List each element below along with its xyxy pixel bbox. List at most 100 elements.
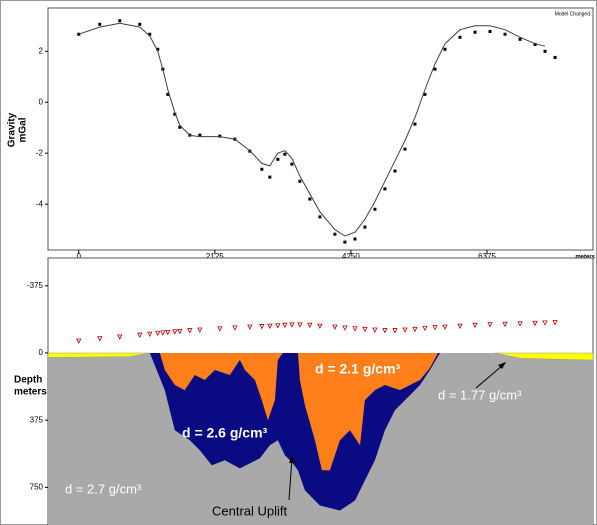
station bbox=[457, 323, 463, 329]
observed-point bbox=[98, 22, 102, 26]
y-unit: meters bbox=[14, 387, 47, 398]
x-tick-label: 4250 bbox=[342, 252, 360, 261]
station bbox=[289, 322, 295, 328]
y-tick-label: 375 bbox=[30, 415, 44, 424]
y-tick-label: 2 bbox=[39, 46, 44, 55]
station bbox=[259, 324, 265, 330]
observed-point bbox=[156, 47, 160, 51]
density-arrow bbox=[475, 364, 504, 389]
observed-point bbox=[148, 32, 152, 36]
y-unit: mGal bbox=[18, 117, 29, 142]
observed-point bbox=[276, 157, 280, 161]
station bbox=[552, 320, 558, 326]
observed-point bbox=[518, 37, 522, 41]
station bbox=[487, 322, 493, 328]
station bbox=[317, 323, 323, 329]
y-tick-label: 750 bbox=[30, 482, 44, 491]
station bbox=[160, 330, 166, 336]
model-curve bbox=[78, 22, 546, 237]
observed-point bbox=[413, 122, 417, 126]
station bbox=[197, 327, 203, 333]
observed-point bbox=[268, 175, 272, 179]
observed-point bbox=[443, 47, 447, 51]
observed-point bbox=[198, 133, 202, 137]
station bbox=[472, 322, 478, 329]
station bbox=[76, 338, 82, 344]
observed-point bbox=[333, 232, 337, 236]
density-label: d = 2.1 g/cm³ bbox=[315, 361, 401, 377]
observed-point bbox=[178, 125, 182, 129]
observed-point bbox=[543, 49, 547, 53]
station bbox=[442, 324, 448, 330]
station bbox=[187, 328, 193, 334]
density-label: d = 1.77 g/cm³ bbox=[438, 387, 522, 402]
x-tick-label: 6375 bbox=[478, 252, 496, 261]
observed-point bbox=[308, 197, 312, 201]
station bbox=[382, 328, 388, 334]
y-tick-label: -375 bbox=[27, 281, 44, 290]
observed-point bbox=[533, 42, 537, 46]
observed-point bbox=[403, 147, 407, 151]
observed-point bbox=[166, 92, 170, 96]
observed-point bbox=[343, 240, 347, 244]
y-label: Depth bbox=[14, 375, 42, 386]
observed-point bbox=[393, 169, 397, 173]
observed-point bbox=[298, 179, 302, 183]
station bbox=[402, 327, 408, 333]
station bbox=[542, 320, 548, 326]
y-tick-label: -2 bbox=[36, 148, 44, 157]
observed-point bbox=[173, 112, 177, 116]
density-body bbox=[47, 352, 150, 358]
station bbox=[412, 326, 418, 333]
station bbox=[517, 321, 523, 327]
gravity-panel: Gravity mGal Model Changed meters -4-202… bbox=[7, 7, 596, 261]
station bbox=[502, 321, 508, 328]
arrow-head bbox=[498, 362, 506, 369]
observed-point bbox=[433, 67, 437, 71]
station bbox=[282, 322, 288, 329]
station bbox=[307, 322, 313, 329]
station bbox=[372, 327, 378, 333]
y-tick-label: -4 bbox=[36, 199, 44, 208]
station bbox=[532, 320, 538, 327]
station bbox=[267, 323, 273, 329]
station bbox=[432, 325, 438, 331]
station bbox=[217, 326, 223, 332]
observed-point bbox=[260, 167, 264, 171]
station bbox=[177, 329, 183, 335]
density-label: d = 2.6 g/cm³ bbox=[182, 425, 268, 441]
station bbox=[117, 334, 123, 340]
observed-point bbox=[473, 30, 477, 34]
density-body bbox=[494, 352, 594, 361]
gravity-frame bbox=[47, 7, 594, 251]
station bbox=[332, 324, 338, 330]
section-panel: Depth meters -375 0 375 750 bbox=[14, 257, 594, 525]
station bbox=[232, 325, 238, 331]
station bbox=[247, 324, 253, 330]
station bbox=[352, 326, 358, 332]
y-label: Gravity bbox=[7, 112, 18, 147]
observed-point bbox=[458, 35, 462, 39]
y-tick-label: 0 bbox=[39, 97, 44, 106]
observed-point bbox=[283, 152, 287, 156]
x-tick-label: 0 bbox=[77, 252, 82, 261]
station bbox=[172, 329, 178, 335]
station bbox=[165, 329, 171, 336]
observed-point bbox=[423, 92, 427, 96]
observed-point bbox=[383, 187, 387, 191]
observed-point bbox=[373, 207, 377, 211]
uplift-arrow bbox=[288, 457, 293, 501]
arrow-head bbox=[289, 455, 295, 463]
station bbox=[392, 328, 398, 334]
observed-point bbox=[290, 162, 294, 166]
station bbox=[362, 326, 368, 333]
annotations: Central Uplift d = 2.7 g/cm³ d = 1.77 g/c… bbox=[65, 361, 522, 519]
station bbox=[342, 325, 348, 331]
station bbox=[97, 336, 103, 342]
observed-point bbox=[138, 22, 142, 26]
x-tick-label: 2125 bbox=[206, 252, 224, 261]
observed-point bbox=[353, 237, 357, 241]
uplift-label: Central Uplift bbox=[212, 503, 288, 518]
y-tick-label: 0 bbox=[39, 348, 44, 357]
